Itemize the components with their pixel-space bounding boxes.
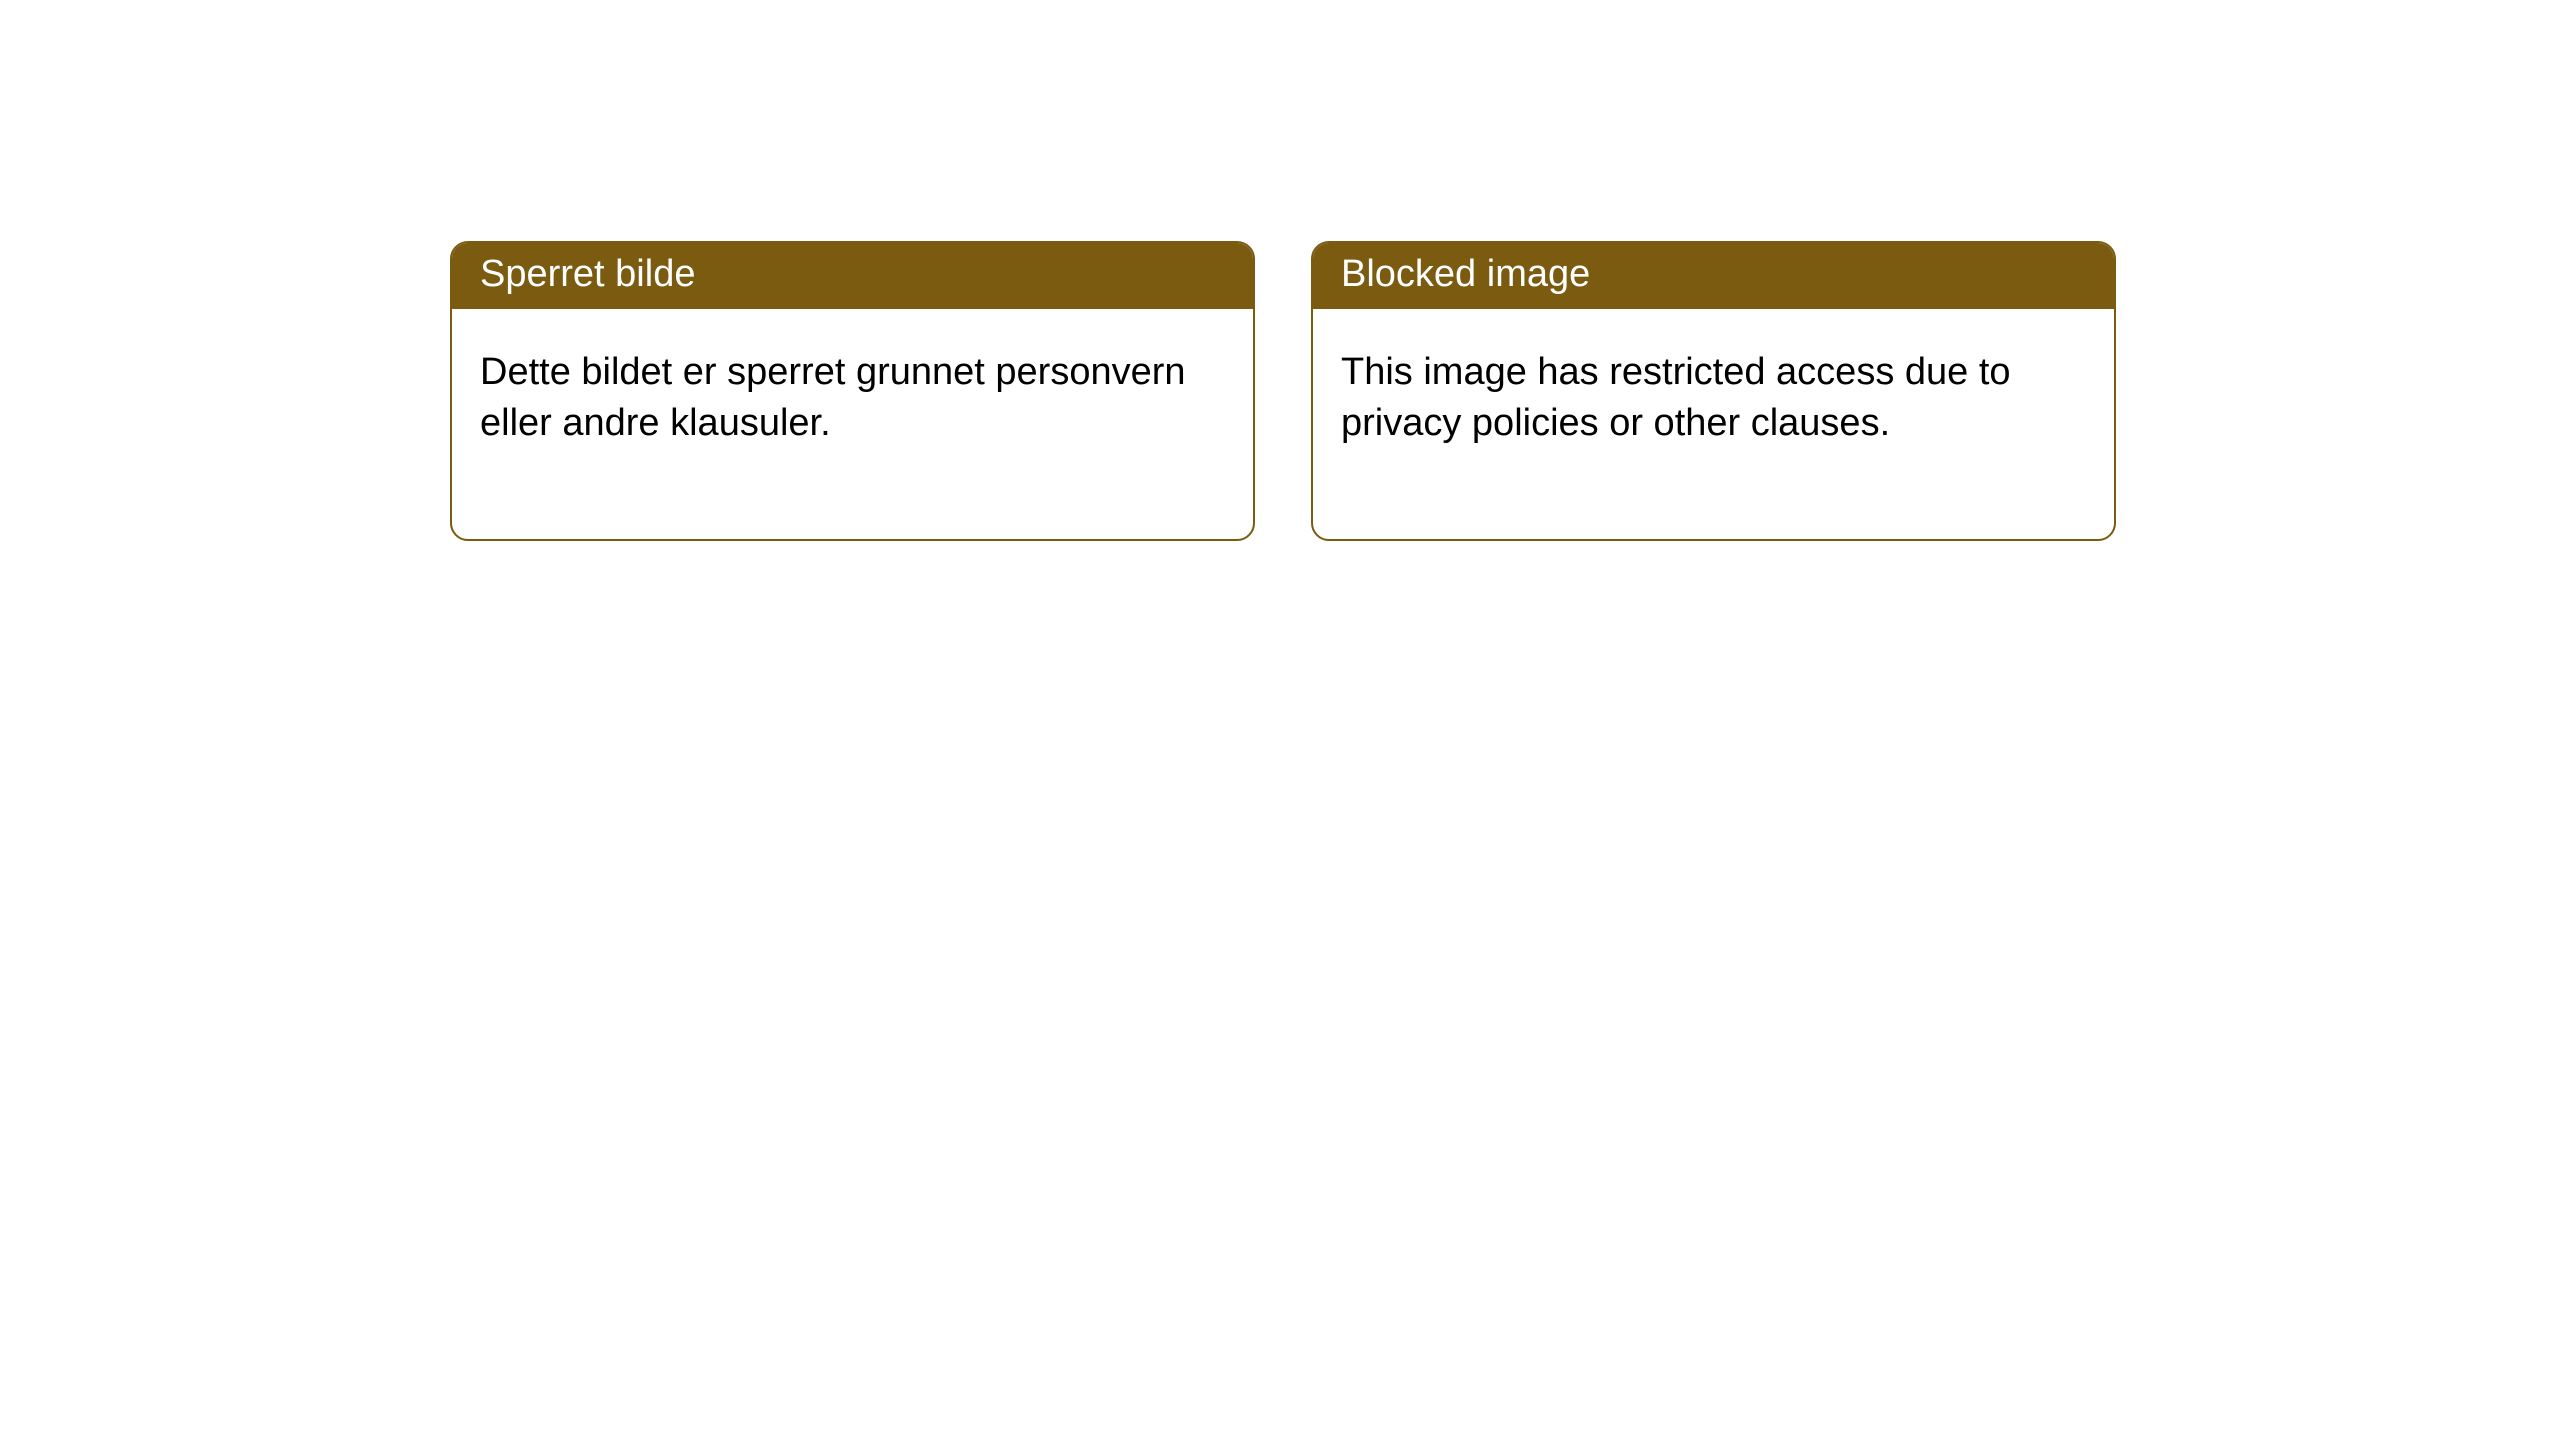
notice-container: Sperret bilde Dette bildet er sperret gr… — [0, 0, 2560, 541]
notice-card-title: Blocked image — [1313, 243, 2114, 309]
notice-card-body: This image has restricted access due to … — [1313, 309, 2114, 540]
notice-card-body: Dette bildet er sperret grunnet personve… — [452, 309, 1253, 540]
notice-card-title: Sperret bilde — [452, 243, 1253, 309]
notice-card-norwegian: Sperret bilde Dette bildet er sperret gr… — [450, 241, 1255, 541]
notice-card-english: Blocked image This image has restricted … — [1311, 241, 2116, 541]
